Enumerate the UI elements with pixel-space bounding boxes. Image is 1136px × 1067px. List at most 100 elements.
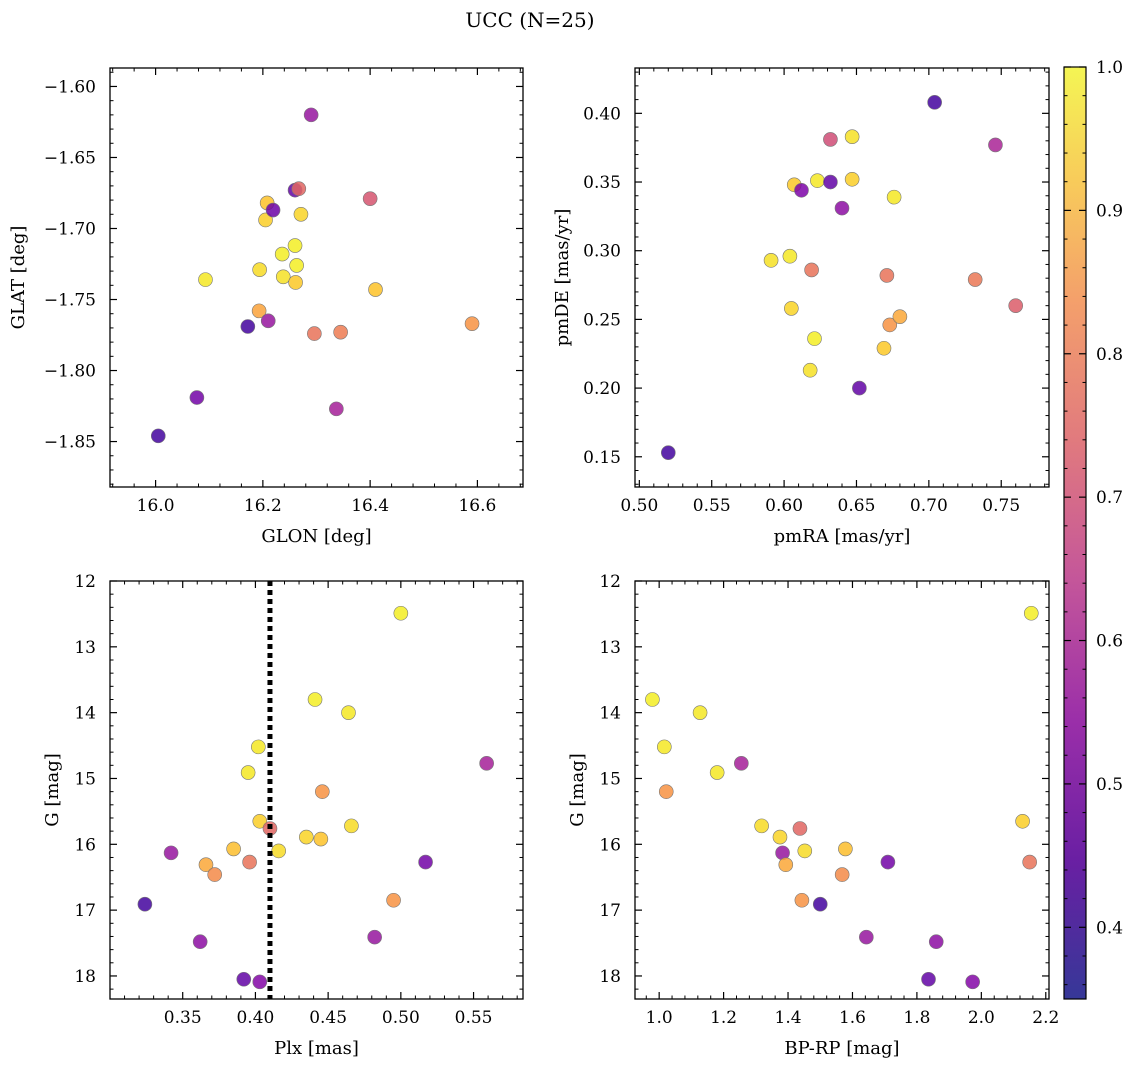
- scatter-point: [1022, 854, 1037, 870]
- scatter-point: [464, 316, 480, 331]
- colorbar-tick-label: 0.9: [1096, 201, 1123, 221]
- x-tick-label: 0.75: [982, 496, 1020, 516]
- scatter-point: [834, 200, 850, 216]
- x-tick-label: 0.40: [236, 1008, 274, 1028]
- y-tick-label: 15: [74, 769, 96, 789]
- x-tick-label: 0.50: [382, 1008, 420, 1028]
- scatter-point: [794, 892, 810, 908]
- x-tick-label: 0.55: [455, 1008, 493, 1028]
- y-tick-label: 17: [599, 901, 621, 921]
- scatter-point: [844, 129, 860, 144]
- scatter-points: [645, 605, 1039, 990]
- y-tick-label: 16: [599, 835, 621, 855]
- panel-pmra-pmde: 0.50 0.55 0.60 0.65 0.70 0.75 0.15 0.20 0.25 0.30…: [552, 67, 1050, 547]
- scatter-point: [804, 262, 819, 278]
- colorbar-gradient: [1063, 66, 1087, 1000]
- scatter-point: [807, 331, 822, 346]
- scatter-point: [772, 829, 788, 845]
- scatter-point: [967, 272, 983, 287]
- scatter-point: [1023, 605, 1039, 621]
- scatter-point: [260, 313, 276, 329]
- scatter-point: [252, 974, 268, 990]
- x-axis-label: pmRA [mas/yr]: [774, 526, 911, 547]
- scatter-point: [137, 896, 153, 912]
- panel-glon-glat: 16.0 16.2 16.4 16.6 −1.85 −1.80 −1.75 −1.70 −1.6…: [8, 67, 524, 547]
- scatter-point: [645, 692, 660, 707]
- scatter-point: [657, 739, 672, 755]
- scatter-point: [236, 971, 252, 987]
- y-tick-label: 0.20: [583, 379, 621, 399]
- colorbar: 0.4 0.5 0.6 0.7 0.8 0.9 1.0: [1063, 58, 1123, 1000]
- axes-frame: [109, 67, 524, 488]
- y-axis-label: GLAT [deg]: [8, 226, 29, 330]
- scatter-point: [251, 739, 266, 755]
- scatter-point: [313, 831, 329, 847]
- x-tick-label: 0.50: [620, 496, 658, 516]
- scatter-point: [823, 174, 838, 190]
- scatter-point: [341, 705, 356, 720]
- x-tick-label: 16.4: [351, 496, 389, 516]
- scatter-point: [189, 390, 205, 405]
- y-tick-label: 13: [74, 638, 96, 658]
- scatter-point: [386, 892, 401, 908]
- x-tick-label: 1.2: [710, 1008, 737, 1028]
- scatter-point: [271, 843, 286, 859]
- scatter-point: [810, 173, 825, 188]
- scatter-point: [823, 132, 838, 147]
- scatter-point: [240, 765, 256, 780]
- x-axis-label: BP-RP [mag]: [784, 1038, 899, 1059]
- x-axis-label: GLON [deg]: [261, 526, 371, 547]
- y-tick-label: 17: [74, 901, 96, 921]
- x-tick-label: 0.55: [693, 496, 731, 516]
- axes-frame: [634, 67, 1050, 488]
- y-tick-label: 16: [74, 835, 96, 855]
- scatter-point: [198, 857, 214, 873]
- scatter-point: [226, 841, 241, 857]
- scatter-point: [1015, 813, 1030, 829]
- scatter-point: [307, 326, 322, 341]
- axes-frame: [109, 580, 524, 1000]
- scatter-point: [274, 246, 290, 262]
- colorbar-tick-label: 1.0: [1096, 58, 1123, 78]
- y-tick-label: −1.70: [44, 219, 96, 239]
- x-tick-label: 2.2: [1032, 1008, 1059, 1028]
- x-tick-label: 2.0: [968, 1008, 995, 1028]
- scatter-point: [252, 262, 267, 277]
- scatter-point: [163, 845, 179, 861]
- y-tick-label: −1.65: [44, 148, 96, 168]
- scatter-point: [794, 182, 809, 198]
- scatter-point: [921, 971, 936, 987]
- scatter-point: [393, 605, 409, 621]
- scatter-point: [876, 340, 892, 356]
- scatter-point: [882, 317, 898, 333]
- scatter-point: [418, 854, 433, 870]
- scatter-point: [362, 191, 378, 206]
- scatter-point: [797, 843, 813, 859]
- scatter-point: [307, 692, 323, 707]
- scatter-point: [886, 189, 902, 205]
- y-tick-label: 0.40: [583, 104, 621, 124]
- y-tick-label: 12: [74, 572, 96, 592]
- scatter-point: [754, 818, 769, 834]
- scatter-point: [368, 282, 383, 297]
- panel-plx-g: 0.35 0.40 0.45 0.50 0.55 12 13 14 15 16 17 18 Plx [m…: [42, 572, 524, 1059]
- y-tick-label: 14: [74, 704, 96, 724]
- y-tick-label: 0.35: [583, 173, 621, 193]
- scatter-point: [252, 813, 268, 829]
- scatter-point: [927, 95, 942, 110]
- scatter-point: [240, 319, 256, 334]
- scatter-point: [293, 206, 309, 222]
- x-tick-label: 16.0: [137, 496, 175, 516]
- x-tick-label: 16.2: [244, 496, 282, 516]
- x-tick-label: 1.8: [903, 1008, 930, 1028]
- x-tick-label: 0.65: [838, 496, 876, 516]
- scatter-point: [782, 248, 798, 264]
- scatter-point: [838, 841, 853, 857]
- x-tick-label: 1.0: [646, 1008, 673, 1028]
- panel-bprp-g: 1.0 1.2 1.4 1.6 1.8 2.0 2.2 12 13 14 15 16 17 18 BP-RP…: [567, 572, 1059, 1059]
- scatter-point: [242, 854, 257, 870]
- scatter-point: [192, 934, 208, 950]
- scatter-point: [291, 181, 307, 197]
- y-tick-label: −1.80: [44, 362, 96, 382]
